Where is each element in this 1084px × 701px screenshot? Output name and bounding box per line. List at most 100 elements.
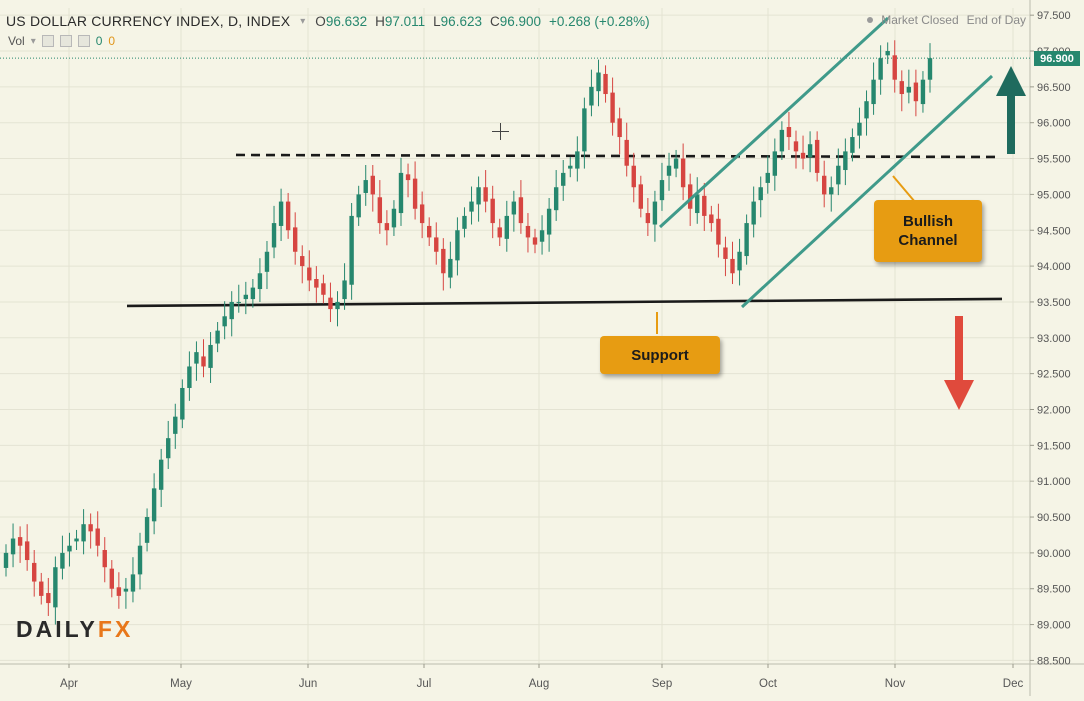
channel-lower-line [740,74,994,309]
candle-body [349,215,354,285]
candle-body [405,174,411,181]
time-tick-label: Dec [1003,678,1024,690]
candle-body [772,151,778,176]
eye-icon[interactable] [41,35,54,47]
candle-body [737,251,742,271]
candle-body [278,201,284,226]
candle-body [596,72,601,92]
price-tick-label: 91.500 [1037,440,1071,452]
symbol-title[interactable]: US DOLLAR CURRENCY INDEX, D, INDEX [6,13,291,29]
candles [3,40,933,625]
volume-indicator[interactable]: Vol ▾ 0 0 [8,34,115,48]
candle-body [391,208,397,228]
bullish-channel-callout[interactable]: Bullish Channel [874,200,982,262]
candle-body [10,538,16,555]
price-axis[interactable]: 97.50097.00096.50096.00095.50095.00094.5… [1030,10,1071,667]
high-label: H [375,13,385,29]
candle-body [687,184,693,209]
support-callout[interactable]: Support [600,336,720,374]
candle-body [836,165,841,185]
volume-value-green: 0 [95,34,103,48]
candle-body [751,201,756,225]
low-label: L [433,13,441,29]
candle-body [39,581,44,596]
volume-label[interactable]: Vol [8,34,25,48]
chevron-down-icon[interactable]: ▾ [30,35,36,47]
market-closed-label: Market Closed [881,13,959,27]
candle-body [857,122,862,136]
candle-body [539,230,545,242]
candle-body [892,55,897,80]
candle-body [130,574,136,592]
price-tick-label: 90.000 [1037,548,1071,560]
candle-body [46,593,51,604]
price-tick-label: 96.500 [1037,82,1071,94]
candle-body [843,151,848,171]
time-tick-label: Oct [759,678,778,690]
price-tick-label: 96.000 [1037,118,1071,130]
candle-body [307,267,312,281]
candle-body [553,187,559,211]
candle-body [617,118,622,138]
close-icon[interactable] [77,35,90,47]
price-tick-label: 92.000 [1037,404,1071,416]
candle-body [292,227,298,252]
price-tick-label: 88.500 [1037,655,1071,667]
candle-body [807,144,813,158]
candle-body [398,172,404,214]
candle-body [525,225,531,238]
candle-body [335,301,340,310]
bullish-callout-line1: Bullish [902,213,953,230]
candle-body [236,301,241,303]
candle-body [441,248,446,274]
candle-body [137,545,143,575]
candle-body [469,201,474,212]
candle-body [271,223,277,248]
candle-body [363,180,368,193]
candle-body [229,301,234,320]
overlay-shapes [656,16,1026,410]
candle-body [779,129,785,152]
candle-body [652,201,658,225]
chevron-down-icon[interactable]: ▾ [300,15,306,27]
status-dot-icon [867,17,874,23]
last-price-badge: 96.900 [1034,51,1080,66]
time-axis[interactable]: Apr May Jun Jul Aug Sep Oct Nov Dec [60,664,1023,690]
open-value: 96.632 [325,13,368,29]
candle-body [67,545,72,552]
candle-body [829,187,834,195]
candle-body [645,213,651,224]
candle-body [800,152,806,159]
time-tick-label: Sep [652,678,672,690]
candle-body [95,528,100,546]
price-tick-label: 94.500 [1037,225,1071,237]
candle-body [285,201,291,231]
candle-body [17,537,23,546]
candle-body [158,459,164,490]
settings-icon[interactable] [59,35,72,47]
time-tick-label: Jul [417,678,432,690]
candle-body [173,416,178,434]
candle-body [24,541,30,561]
candle-body [328,297,333,310]
candle-body [370,175,375,195]
candle-body [561,172,566,186]
resistance-dashed-line [235,153,998,159]
candle-body [758,187,763,201]
candle-body [222,316,227,327]
price-tick-label: 97.500 [1037,10,1071,22]
candle-body [568,165,573,169]
candle-body [342,280,347,300]
high-value: 97.011 [384,13,426,29]
time-tick-label: Aug [529,678,549,690]
candle-body [116,587,122,596]
candle-body [504,215,509,239]
candle-body [194,352,199,364]
candle-body [88,524,93,532]
candle-body [497,227,502,238]
up-arrow-shaft [1007,88,1015,154]
candle-body [666,165,672,176]
symbol-header[interactable]: US DOLLAR CURRENCY INDEX, D, INDEX ▾ O96… [6,10,650,32]
